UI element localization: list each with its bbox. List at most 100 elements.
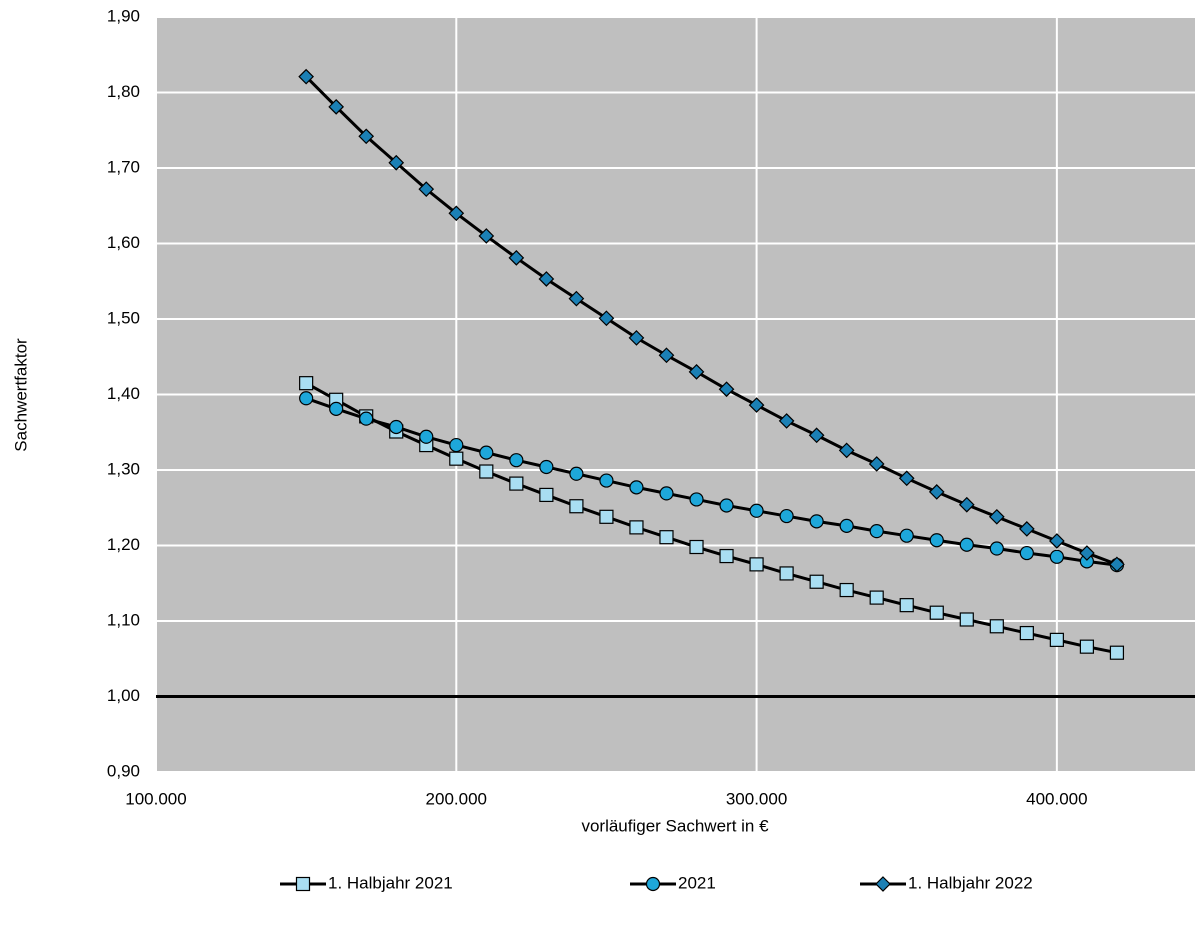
data-point bbox=[599, 473, 614, 488]
legend-label: 1. Halbjahr 2022 bbox=[908, 873, 1033, 892]
legend-marker bbox=[295, 876, 311, 892]
data-point bbox=[599, 509, 614, 524]
data-point bbox=[329, 401, 344, 416]
y-tick-label: 1,60 bbox=[107, 233, 140, 252]
data-point bbox=[869, 524, 884, 539]
y-tick-label: 1,40 bbox=[107, 384, 140, 403]
data-point bbox=[749, 557, 764, 572]
data-point bbox=[718, 381, 735, 398]
data-point bbox=[298, 68, 314, 85]
data-point bbox=[749, 503, 764, 518]
data-point bbox=[539, 487, 554, 503]
series-line bbox=[305, 381, 1118, 655]
data-point bbox=[389, 419, 404, 435]
data-point bbox=[478, 228, 495, 244]
data-point bbox=[659, 486, 674, 501]
data-point bbox=[419, 429, 434, 444]
data-point bbox=[658, 347, 675, 364]
data-point bbox=[508, 249, 525, 266]
data-point bbox=[418, 181, 435, 197]
y-tick-label: 1,10 bbox=[107, 610, 140, 629]
data-point bbox=[479, 445, 494, 460]
data-point bbox=[988, 508, 1005, 525]
data-point bbox=[328, 98, 345, 115]
data-point bbox=[598, 310, 615, 327]
data-point bbox=[569, 499, 584, 514]
y-tick-label: 0,90 bbox=[107, 761, 140, 780]
data-point bbox=[388, 154, 405, 171]
data-point bbox=[629, 480, 644, 495]
data-point bbox=[538, 271, 555, 287]
data-point bbox=[808, 427, 825, 444]
data-point bbox=[809, 574, 824, 589]
data-point bbox=[839, 518, 854, 533]
data-point bbox=[958, 496, 975, 513]
data-point bbox=[1109, 556, 1125, 573]
legend-label: 1. Halbjahr 2021 bbox=[328, 873, 453, 892]
data-point bbox=[898, 470, 915, 487]
data-point bbox=[299, 391, 314, 406]
data-point bbox=[838, 442, 855, 459]
data-point bbox=[899, 598, 914, 613]
data-point bbox=[989, 619, 1004, 634]
legend-label: 2021 bbox=[678, 873, 716, 892]
data-point bbox=[689, 539, 704, 555]
data-point bbox=[1019, 625, 1034, 641]
data-point bbox=[569, 466, 584, 481]
data-point bbox=[1049, 533, 1065, 549]
data-point bbox=[448, 205, 465, 222]
data-point bbox=[869, 590, 884, 605]
x-tick-label: 400.000 bbox=[1026, 789, 1087, 808]
data-point bbox=[358, 128, 375, 145]
data-point bbox=[959, 537, 974, 552]
data-point bbox=[449, 437, 464, 453]
legend-marker bbox=[875, 876, 891, 892]
data-point bbox=[899, 528, 914, 543]
data-point bbox=[1079, 545, 1095, 561]
data-point bbox=[479, 464, 494, 479]
y-tick-label: 1,20 bbox=[107, 535, 140, 554]
data-point bbox=[778, 413, 795, 429]
data-point bbox=[929, 605, 944, 620]
data-point bbox=[989, 541, 1004, 556]
data-point bbox=[1018, 521, 1035, 537]
data-point bbox=[1049, 549, 1064, 564]
data-point bbox=[868, 456, 885, 472]
data-point bbox=[959, 612, 974, 627]
x-tick-label: 300.000 bbox=[726, 789, 787, 808]
data-point bbox=[928, 484, 945, 500]
y-axis-label: Sachwertfaktor bbox=[11, 338, 30, 452]
data-point bbox=[1079, 639, 1094, 654]
x-tick-label: 200.000 bbox=[426, 789, 487, 808]
data-point bbox=[719, 548, 734, 564]
data-point bbox=[748, 397, 765, 413]
data-point bbox=[689, 492, 704, 507]
series-line bbox=[305, 75, 1118, 566]
data-point bbox=[688, 364, 705, 380]
x-tick-label: 100.000 bbox=[125, 789, 186, 808]
data-point bbox=[628, 330, 645, 346]
data-point bbox=[568, 290, 585, 307]
y-tick-label: 1,50 bbox=[107, 308, 140, 327]
data-point bbox=[929, 533, 944, 548]
data-point bbox=[1019, 545, 1034, 561]
data-point bbox=[809, 514, 824, 529]
data-point bbox=[719, 498, 734, 513]
y-tick-label: 1,00 bbox=[107, 686, 140, 705]
data-point bbox=[659, 530, 674, 545]
data-point bbox=[449, 451, 464, 466]
data-point bbox=[509, 476, 524, 491]
data-point bbox=[299, 376, 314, 391]
data-point bbox=[359, 411, 374, 426]
data-point bbox=[509, 453, 524, 468]
data-point bbox=[1049, 632, 1064, 647]
legend-marker bbox=[645, 876, 661, 892]
data-point bbox=[839, 582, 854, 598]
y-tick-label: 1,80 bbox=[107, 82, 140, 101]
y-tick-label: 1,90 bbox=[107, 6, 140, 25]
series-line bbox=[305, 396, 1118, 567]
y-tick-label: 1,30 bbox=[107, 459, 140, 478]
data-point bbox=[779, 508, 794, 524]
data-point bbox=[539, 459, 554, 475]
